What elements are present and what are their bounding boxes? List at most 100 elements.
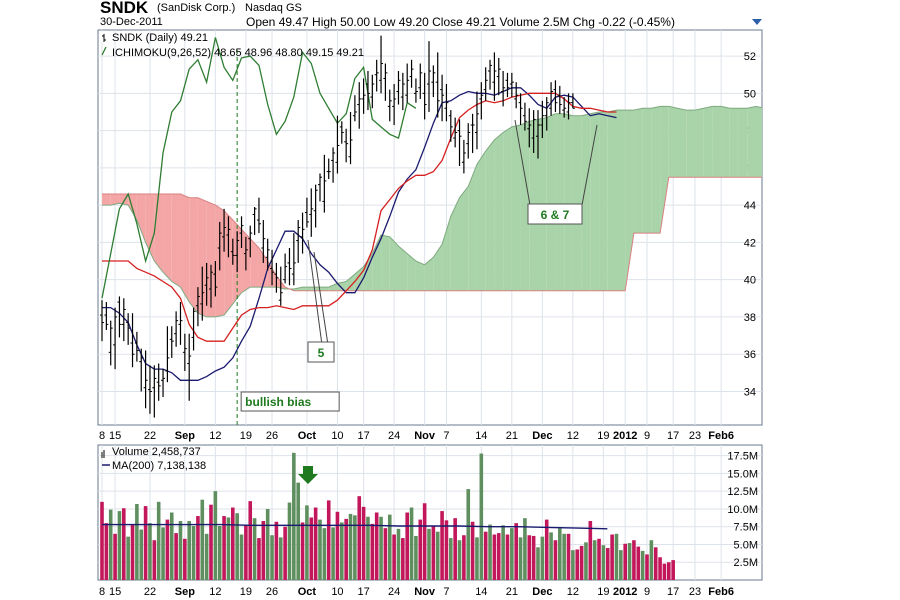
cloud-segment (808, 108, 817, 149)
volume-bar (627, 543, 632, 580)
x-tick-label: Feb6 (708, 430, 734, 442)
volume-bar (292, 452, 296, 580)
x-tick-label: 24 (388, 586, 400, 598)
cloud-segment (677, 108, 687, 178)
volume-bar (309, 517, 314, 580)
volume-bar (222, 516, 226, 580)
cloud-segment (337, 281, 347, 291)
volume-bar (640, 550, 645, 580)
cloud-segment (729, 108, 739, 178)
x-tick-label: Nov (414, 586, 436, 598)
volume-bar (174, 533, 178, 580)
cloud-segment (346, 274, 355, 291)
volume-bar (392, 534, 396, 580)
volume-bar (300, 522, 305, 580)
x-tick-label: 23 (689, 586, 701, 598)
volume-bar (361, 506, 366, 580)
cloud-segment (782, 108, 791, 177)
cloud-segment (433, 244, 443, 291)
volume-bar (444, 520, 449, 580)
volume-bar (335, 511, 340, 580)
cloud-segment (738, 108, 748, 178)
volume-bar (126, 536, 130, 580)
volume-bar (379, 516, 383, 580)
cloud-segment (599, 111, 608, 291)
bullish-bias-box (240, 391, 340, 412)
volume-bar (305, 505, 309, 580)
volume-bar (544, 519, 549, 580)
volume-tick-label: 15.0M (727, 468, 758, 480)
y-tick-label: 34 (744, 386, 756, 398)
cloud-segment (721, 106, 730, 178)
volume-bar (209, 504, 213, 580)
volume-bar (653, 547, 658, 580)
cloud-segment (398, 246, 408, 291)
cloud-segment (546, 113, 556, 291)
volume-bar (257, 538, 261, 580)
volume-bar (658, 557, 662, 580)
volume-bar (344, 518, 348, 580)
volume-bar (261, 521, 266, 580)
volume-bar (353, 515, 357, 580)
x-tick-label: 10 (331, 586, 343, 598)
volume-bar (244, 524, 248, 580)
volume-bar (623, 543, 627, 580)
volume-bar (139, 529, 144, 580)
x-tick-label: 19 (597, 586, 609, 598)
volume-bar (283, 526, 287, 580)
volume-bar (169, 512, 174, 580)
x-tick-label: 10 (331, 430, 343, 442)
callout-6-7-pointer (514, 119, 598, 206)
volume-bar (148, 523, 152, 580)
x-tick-label: 9 (644, 586, 650, 598)
cloud-segment (651, 106, 661, 234)
volume-bar (187, 521, 191, 580)
volume-bar (226, 517, 231, 580)
volume-legend-icon (101, 450, 105, 458)
volume-bar (488, 524, 492, 580)
cloud-segment (468, 164, 477, 291)
x-tick-label: Oct (298, 586, 317, 598)
down-arrow-icon (298, 466, 318, 484)
volume-bar (475, 537, 479, 580)
cloud-segment (800, 108, 809, 177)
cloud-segment (485, 139, 495, 291)
x-tick-label: 24 (388, 430, 400, 442)
cloud-segment (320, 287, 329, 291)
ohlc-legend-icon (102, 34, 106, 42)
cloud-segment (686, 110, 695, 178)
volume-bar (122, 508, 126, 580)
volume-bar (287, 502, 292, 580)
volume-bar (165, 519, 170, 580)
volume-bar (370, 523, 375, 580)
volume-ma-line (102, 523, 608, 530)
volume-bar (662, 563, 667, 580)
cloud-segment (660, 106, 669, 234)
cloud-segment (224, 210, 233, 316)
x-tick-label: 19 (240, 586, 252, 598)
volume-bar (374, 512, 379, 580)
volume-bar (558, 528, 562, 580)
volume-bar (584, 542, 588, 580)
y-tick-label: 42 (744, 237, 756, 249)
cloud-segment (834, 108, 843, 110)
x-tick-label: 17 (667, 586, 679, 598)
cloud-segment (415, 261, 425, 291)
volume-bar (248, 501, 253, 580)
volume-bar (178, 521, 183, 580)
volume-bar (514, 523, 518, 580)
volume-bar (462, 535, 466, 580)
dropdown-arrow-icon[interactable] (752, 19, 762, 25)
volume-bar (553, 540, 558, 580)
x-tick-label: 17 (357, 430, 369, 442)
cloud-segment (476, 151, 486, 291)
y-tick-label: 40 (744, 275, 756, 287)
volume-bar (387, 514, 392, 580)
volume-bar (536, 547, 540, 580)
cloud-segment (756, 106, 762, 178)
volume-bar (196, 516, 200, 580)
volume-bar (239, 534, 244, 580)
callout-6-7-label: 6 & 7 (541, 208, 570, 222)
x-tick-label: 15 (109, 430, 121, 442)
volume-bar (427, 528, 431, 580)
